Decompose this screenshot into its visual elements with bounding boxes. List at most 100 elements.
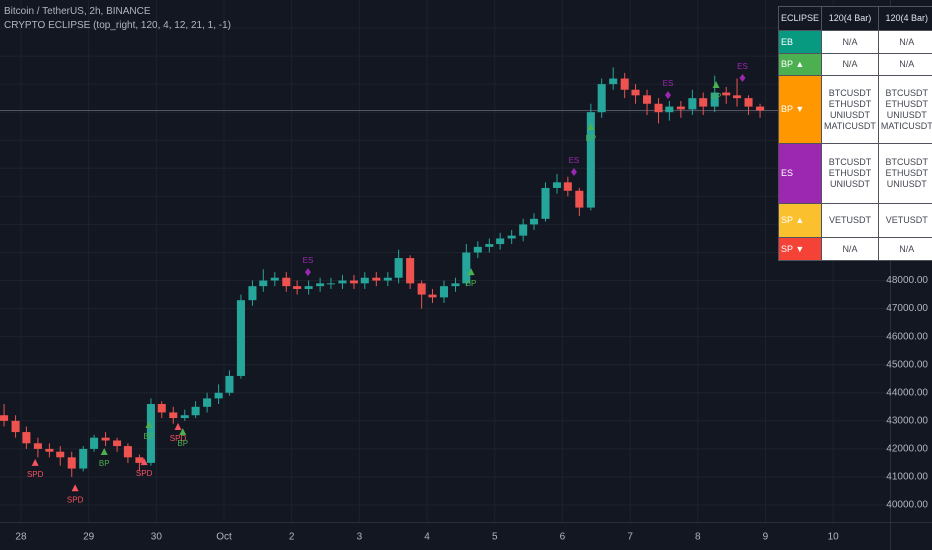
table-row: SP ▼ N/A N/A	[777, 237, 932, 261]
table-row: ES BTCUSDT ETHUSDT UNIUSDT BTCUSDT ETHUSDT UNI…	[777, 143, 932, 204]
candle-body	[451, 283, 460, 287]
candle-body	[665, 106, 674, 113]
candle-body	[45, 448, 54, 452]
candle-body	[642, 95, 652, 104]
cell-line: ETHUSDT	[885, 98, 929, 109]
candle-body	[0, 415, 9, 421]
row-label: BP ▲	[777, 53, 823, 76]
y-tick-label: 40000.00	[886, 500, 928, 511]
x-tick-label: 9	[763, 532, 769, 543]
y-tick-label: 42000.00	[886, 444, 928, 455]
cell-line: ETHUSDT	[828, 98, 872, 109]
candle-body	[123, 446, 132, 458]
candle-body	[496, 238, 505, 245]
cell-line: UNIUSDT	[829, 109, 870, 120]
table-cell: BTCUSDT ETHUSDT UNIUSDT MATICUSDT	[877, 75, 932, 144]
table-cell: N/A	[821, 53, 879, 76]
cell-line: N/A	[842, 243, 858, 254]
symbol-title: Bitcoin / TetherUS, 2h, BINANCE	[4, 6, 151, 17]
table-row: EB N/A N/A	[777, 30, 932, 54]
signal-triangle	[467, 268, 475, 276]
candle-body	[473, 246, 482, 253]
signal-triangle	[712, 80, 720, 88]
candle-body	[270, 277, 279, 281]
candle-body	[733, 95, 742, 99]
y-tick-label: 48000.00	[886, 275, 928, 286]
cell-line: UNIUSDT	[829, 179, 870, 189]
cell-line: N/A	[842, 36, 858, 47]
candle-body	[11, 420, 20, 433]
table-header-row: ECLIPSE 120(4 Bar) 120(4 Bar)	[777, 6, 932, 31]
cell-line: MATICUSDT	[824, 120, 876, 131]
candle-body	[180, 415, 189, 419]
signal-label: ES	[303, 256, 314, 265]
y-tick-label: 46000.00	[886, 331, 928, 342]
signal-triangle	[179, 428, 187, 436]
candle-body	[191, 406, 200, 416]
table-header-cell: 120(4 Bar)	[877, 6, 932, 31]
table-header-cell: 120(4 Bar)	[821, 6, 879, 31]
candle-body	[56, 451, 65, 458]
cell-line: N/A	[842, 59, 858, 69]
candle-body	[519, 224, 528, 236]
candle-body	[67, 457, 76, 469]
table-header-cell: ECLIPSE	[777, 6, 823, 31]
y-tick-label: 44000.00	[886, 387, 928, 398]
x-tick-label: 8	[695, 532, 701, 543]
x-tick-label: 4	[424, 532, 430, 543]
candle-body	[338, 280, 347, 284]
candle-body	[101, 437, 110, 441]
candle-body	[225, 375, 234, 393]
signal-triangle	[31, 458, 39, 466]
cell-line: VETUSDT	[828, 215, 871, 225]
signal-label: BP	[177, 439, 188, 448]
signal-triangle	[140, 458, 148, 466]
candle-body	[699, 98, 708, 107]
candle-body	[552, 182, 562, 188]
candle-body	[406, 258, 415, 284]
candle-body	[631, 89, 640, 96]
signal-label: BP	[586, 134, 597, 143]
cell-line: BTCUSDT	[828, 157, 872, 167]
candle-body	[417, 283, 426, 295]
signal-triangle	[100, 447, 108, 455]
candle-body	[722, 92, 731, 96]
candle-body	[485, 244, 494, 247]
y-tick-label: 41000.00	[886, 472, 928, 483]
signal-diamond	[570, 167, 577, 176]
table-cell: N/A	[877, 53, 932, 76]
candle-body	[316, 283, 325, 287]
row-label: EB	[777, 30, 823, 54]
candle-body	[597, 84, 606, 113]
candle-body	[462, 252, 471, 284]
candle-body	[688, 98, 697, 110]
cell-line: BTCUSDT	[885, 87, 929, 98]
candle-body	[259, 280, 268, 287]
candle-body	[304, 286, 313, 289]
candle-body	[609, 78, 618, 85]
table-cell: N/A	[877, 237, 932, 261]
candle-body	[203, 398, 212, 407]
candle-body	[349, 280, 358, 284]
candle-body	[169, 412, 178, 419]
table-row: BP ▼ BTCUSDT ETHUSDT UNIUSDT MATICUSDT BTCUSD…	[777, 75, 932, 144]
x-tick-label: 6	[560, 532, 566, 543]
x-tick-label: 5	[492, 532, 498, 543]
candle-body	[79, 448, 88, 469]
cell-line: MATICUSDT	[880, 120, 932, 131]
signal-label: ES	[737, 62, 748, 71]
y-tick-label: 47000.00	[886, 303, 928, 314]
candle-body	[33, 443, 42, 449]
candle-body	[282, 277, 291, 287]
cell-line: ETHUSDT	[828, 168, 872, 178]
candle-body	[90, 437, 99, 449]
signal-triangle	[587, 123, 595, 131]
candle-body	[654, 103, 663, 113]
cell-line: VETUSDT	[885, 215, 928, 225]
signal-label: SPD	[27, 470, 44, 479]
signal-label: ES	[569, 156, 580, 165]
row-label: ES	[777, 143, 823, 204]
signal-label: BP	[466, 279, 477, 288]
table-cell: N/A	[877, 30, 932, 54]
